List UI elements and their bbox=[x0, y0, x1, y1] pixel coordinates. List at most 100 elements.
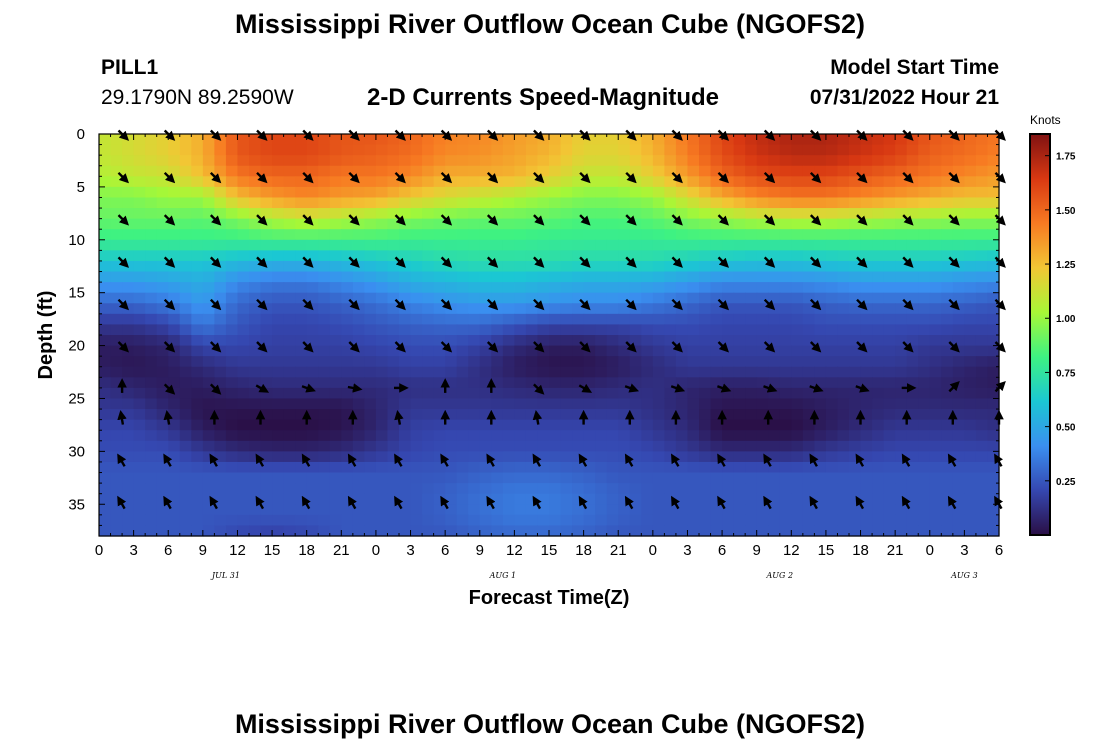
heatmap-cell bbox=[779, 398, 792, 410]
heatmap-cell bbox=[987, 335, 1000, 347]
heatmap-cell bbox=[364, 472, 377, 484]
heatmap-cell bbox=[133, 155, 146, 167]
heatmap-cell bbox=[306, 472, 319, 484]
heatmap-cell bbox=[341, 260, 354, 273]
heatmap-cell bbox=[422, 260, 435, 273]
heatmap-cell bbox=[249, 229, 262, 241]
heatmap-cell bbox=[952, 504, 965, 516]
heatmap-cell bbox=[306, 356, 319, 368]
heatmap-cell bbox=[491, 514, 504, 527]
heatmap-cell bbox=[929, 366, 942, 378]
heatmap-cell bbox=[237, 239, 250, 251]
heatmap-cell bbox=[802, 324, 815, 336]
heatmap-cell bbox=[214, 430, 227, 442]
heatmap-cell bbox=[249, 356, 262, 368]
heatmap-cell bbox=[237, 313, 250, 326]
heatmap-cell bbox=[283, 483, 296, 495]
heatmap-cell bbox=[352, 165, 365, 177]
y-tick-label: 25 bbox=[68, 390, 85, 407]
heatmap-cell bbox=[456, 345, 469, 357]
heatmap-cell bbox=[837, 356, 850, 368]
current-vector-arrow bbox=[717, 495, 727, 510]
heatmap-cell bbox=[629, 250, 642, 262]
heatmap-cell bbox=[733, 345, 746, 357]
heatmap-cell bbox=[272, 451, 285, 463]
heatmap-cell bbox=[133, 271, 146, 283]
heatmap-cell bbox=[295, 356, 308, 368]
heatmap-cell bbox=[537, 525, 550, 537]
heatmap-cell bbox=[99, 218, 112, 230]
x-tick-label: 3 bbox=[406, 542, 414, 559]
heatmap-cell bbox=[549, 483, 562, 495]
heatmap-cell bbox=[906, 292, 919, 304]
heatmap-cell bbox=[964, 292, 977, 304]
heatmap-cell bbox=[745, 176, 758, 188]
heatmap-cell bbox=[941, 165, 954, 177]
heatmap-cell bbox=[549, 197, 562, 209]
heatmap-cell bbox=[502, 483, 515, 495]
heatmap-cell bbox=[525, 165, 539, 177]
heatmap-cell bbox=[606, 472, 619, 484]
heatmap-cell bbox=[99, 165, 112, 177]
heatmap-cell bbox=[929, 472, 942, 484]
heatmap-cell bbox=[629, 430, 642, 442]
heatmap-cell bbox=[133, 356, 146, 368]
heatmap-cell bbox=[352, 197, 365, 209]
heatmap-cell bbox=[975, 345, 989, 357]
chart-title: Mississippi River Outflow Ocean Cube (NG… bbox=[234, 9, 866, 39]
heatmap-cell bbox=[583, 282, 596, 294]
heatmap-cell bbox=[145, 472, 158, 484]
heatmap-cell bbox=[883, 493, 896, 505]
heatmap-cell bbox=[341, 186, 354, 199]
heatmap-cell bbox=[699, 419, 712, 431]
heatmap-cell bbox=[537, 483, 550, 495]
current-vector-arrow bbox=[256, 298, 268, 311]
heatmap-cell bbox=[456, 514, 469, 527]
heatmap-cell bbox=[387, 260, 400, 273]
heatmap-cell bbox=[549, 313, 562, 326]
heatmap-cell bbox=[422, 525, 435, 537]
heatmap-cell bbox=[883, 134, 896, 146]
heatmap-cell bbox=[225, 356, 239, 368]
heatmap-cell bbox=[179, 461, 192, 474]
heatmap-cell bbox=[768, 229, 781, 241]
heatmap-cell bbox=[906, 419, 919, 431]
heatmap-cell bbox=[214, 451, 227, 463]
heatmap-cell bbox=[595, 134, 608, 146]
heatmap-cell bbox=[710, 335, 723, 347]
heatmap-cell bbox=[906, 197, 919, 209]
heatmap-cell bbox=[122, 377, 135, 389]
heatmap-cell bbox=[214, 271, 227, 283]
heatmap-cell bbox=[572, 250, 585, 262]
heatmap-cell bbox=[514, 451, 527, 463]
heatmap-cell bbox=[110, 208, 123, 220]
heatmap-cell bbox=[341, 250, 354, 262]
heatmap-cell bbox=[272, 440, 285, 452]
heatmap-cell bbox=[468, 176, 481, 188]
heatmap-cell bbox=[202, 514, 215, 527]
heatmap-cell bbox=[422, 250, 435, 262]
heatmap-cell bbox=[941, 239, 954, 251]
current-vector-arrow bbox=[579, 214, 591, 226]
heatmap-cell bbox=[733, 409, 746, 421]
heatmap-cell bbox=[802, 197, 815, 209]
heatmap-cell bbox=[295, 134, 308, 146]
heatmap-cell bbox=[687, 483, 700, 495]
heatmap-cell bbox=[825, 493, 839, 505]
heatmap-cell bbox=[825, 483, 839, 495]
heatmap-cell bbox=[745, 377, 758, 389]
heatmap-cell bbox=[802, 186, 815, 199]
heatmap-cell bbox=[260, 208, 273, 220]
heatmap-cell bbox=[629, 419, 642, 431]
heatmap-cell bbox=[802, 208, 815, 220]
heatmap-cell bbox=[975, 250, 989, 262]
heatmap-cell bbox=[237, 387, 250, 400]
heatmap-cell bbox=[479, 292, 492, 304]
heatmap-cell bbox=[456, 197, 469, 209]
heatmap-cell bbox=[110, 144, 123, 156]
heatmap-cell bbox=[929, 324, 942, 336]
colorbar-tick-label: 1.50 bbox=[1056, 206, 1076, 217]
heatmap-cell bbox=[872, 144, 885, 156]
heatmap-cell bbox=[364, 398, 377, 410]
heatmap-cell bbox=[664, 218, 677, 230]
